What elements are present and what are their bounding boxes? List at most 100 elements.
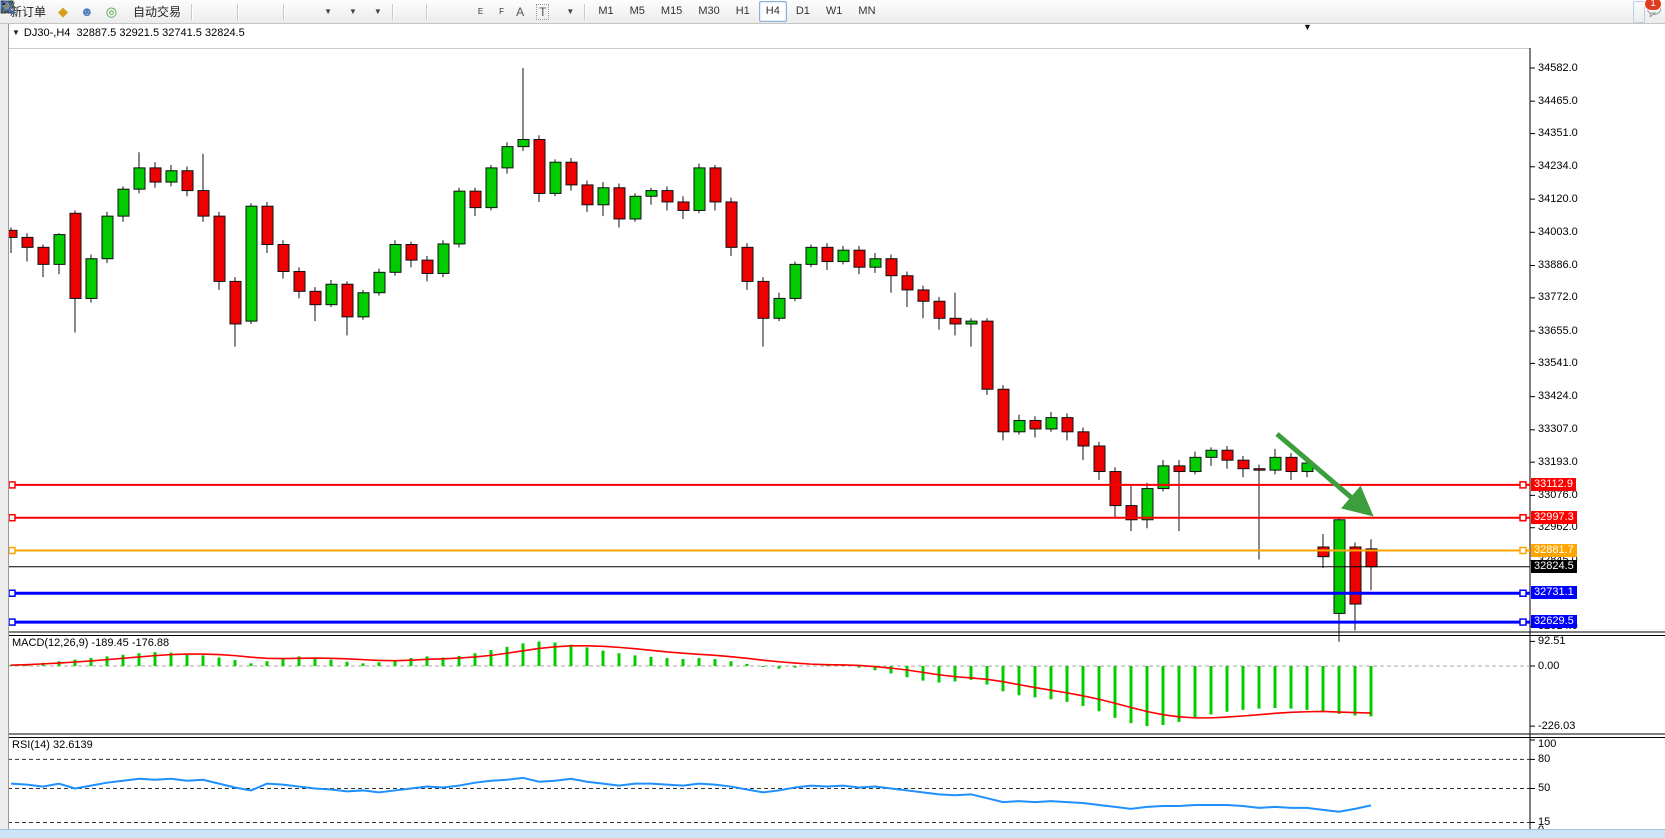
templates-button[interactable]: ▼ (0, 1, 388, 23)
chart-surface[interactable] (0, 48, 1665, 838)
candle-body (261, 205, 274, 246)
candle-body (133, 167, 146, 190)
tile-windows-button[interactable] (0, 0, 279, 23)
candle-body (501, 146, 514, 169)
price-tick-label: 33541.0 (1538, 357, 1578, 369)
chart-area: 34582.0 34465.0 34351.0 34234.0 34120.0 34003… (0, 24, 1665, 838)
candle-body (757, 280, 770, 319)
hline-handle[interactable] (1519, 546, 1527, 555)
candle-body (933, 300, 946, 319)
hline-handle[interactable] (8, 546, 16, 555)
chart-shift-button[interactable] (2, 1, 313, 23)
market-icon: ◆ (58, 4, 69, 19)
dropdown-caret-icon: ▼ (348, 7, 357, 16)
rsi-label: RSI(14) 32.6139 (12, 739, 93, 751)
candle-body (1317, 546, 1330, 558)
candle-body (149, 167, 162, 183)
candle-body (1013, 419, 1026, 433)
candle-body (549, 161, 562, 194)
new-order-label: 新订单 (10, 5, 47, 19)
periods-button[interactable]: ▼ (1, 1, 363, 23)
hline-handle[interactable] (1519, 513, 1527, 522)
trend-arrow-annotation[interactable] (1275, 432, 1374, 517)
candle-body (293, 270, 306, 292)
price-tick-label: 33307.0 (1538, 423, 1578, 435)
toolbar: 新订单 ◆ ☻ ◎ 自动交易 ▼ ▼ ▼ E F A (0, 0, 1665, 24)
zoom-in-button[interactable] (1, 1, 255, 23)
timeframe-h4[interactable]: H4 (758, 1, 787, 22)
price-tick-label: 33655.0 (1538, 325, 1578, 337)
notifications-button[interactable]: 1 (1644, 0, 1662, 23)
candle-body (789, 263, 802, 299)
chart-title[interactable]: ▼ DJ30-,H4 32887.5 32921.5 32741.5 32824.… (12, 27, 245, 39)
auto-scroll-button[interactable] (1, 1, 301, 23)
candle-body (389, 244, 402, 273)
vertical-line-tool[interactable] (4, 1, 444, 23)
signal-button[interactable]: ◎ (100, 1, 123, 23)
toolbar-separator (237, 3, 240, 20)
candle-body (693, 167, 706, 211)
channel-tool[interactable]: E (0, 0, 489, 23)
timeframe-w1[interactable]: W1 (825, 5, 843, 17)
horizontal-line-tool[interactable] (1, 1, 456, 23)
autotrading-button[interactable]: 自动交易 (0, 1, 187, 23)
timeframe-m15[interactable]: M15 (660, 5, 683, 17)
search-button[interactable] (0, 0, 1645, 23)
candle-body (629, 195, 642, 220)
timeframe-d1[interactable]: D1 (795, 5, 810, 17)
crosshair-button[interactable] (1, 1, 422, 23)
candlestick-chart-button[interactable] (1, 1, 221, 23)
candle-body (613, 187, 626, 220)
candle-body (341, 283, 354, 318)
hline-handle[interactable] (1519, 589, 1527, 597)
timeframe-h1[interactable]: H1 (735, 5, 750, 17)
candle-body (677, 201, 690, 211)
timeframe-mn[interactable]: MN (858, 5, 876, 17)
hline-handle[interactable] (8, 589, 16, 597)
profile-button[interactable]: ☻ (74, 1, 100, 23)
price-tick-label: 34234.0 (1538, 160, 1578, 172)
candle-body (965, 320, 978, 325)
hline-handle[interactable] (8, 618, 16, 626)
candle-body (1077, 431, 1090, 447)
text-label-tool[interactable]: T (530, 1, 555, 23)
line-chart-button[interactable] (0, 1, 233, 23)
dropdown-caret-icon: ▼ (373, 7, 382, 16)
market-button[interactable]: ◆ (52, 1, 74, 23)
candle-body (405, 244, 418, 261)
candle-body (997, 388, 1010, 433)
candle-body (37, 246, 50, 265)
indicators-button[interactable]: ▼ (0, 1, 338, 23)
hline-handle[interactable] (1519, 481, 1527, 489)
bar-chart-button[interactable] (1, 1, 209, 23)
timeframe-m5[interactable]: M5 (629, 5, 645, 17)
signal-icon: ◎ (105, 4, 118, 19)
price-tick-label: 33193.0 (1538, 456, 1578, 468)
price-line-label: 32629.5 (1531, 615, 1577, 628)
hline-handle[interactable] (8, 513, 16, 522)
macd-axis-label: 92.51 (1538, 635, 1566, 647)
candle-body (1189, 456, 1202, 473)
rsi-line (10, 776, 1372, 813)
macd-axis-label: -226.03 (1538, 720, 1576, 732)
fibonacci-tool[interactable]: F (1, 1, 510, 23)
timeframe-group: M1 M5 M15 M30 H1 H4 D1 W1 MN (590, 1, 883, 22)
trendline-tool[interactable] (0, 1, 468, 23)
price-tick-label: 33424.0 (1538, 390, 1578, 402)
timeframe-m30[interactable]: M30 (698, 5, 720, 17)
arrows-tool[interactable]: ▼ (1, 1, 580, 23)
rsi-axis-label: 50 (1538, 782, 1551, 794)
price-tick-label: 34582.0 (1538, 62, 1578, 74)
cursor-button[interactable] (2, 1, 410, 23)
candle-body (357, 292, 370, 318)
timeframe-m1[interactable]: M1 (598, 5, 614, 17)
hline-handle[interactable] (1519, 618, 1527, 626)
candle-body (1285, 456, 1298, 473)
candle-body (277, 244, 290, 272)
candle-body (421, 259, 434, 274)
hline-handle[interactable] (8, 481, 16, 489)
candle-body (533, 139, 546, 194)
candle-body (821, 246, 834, 263)
text-tool[interactable]: A (510, 1, 530, 23)
zoom-out-button[interactable] (1, 1, 267, 23)
